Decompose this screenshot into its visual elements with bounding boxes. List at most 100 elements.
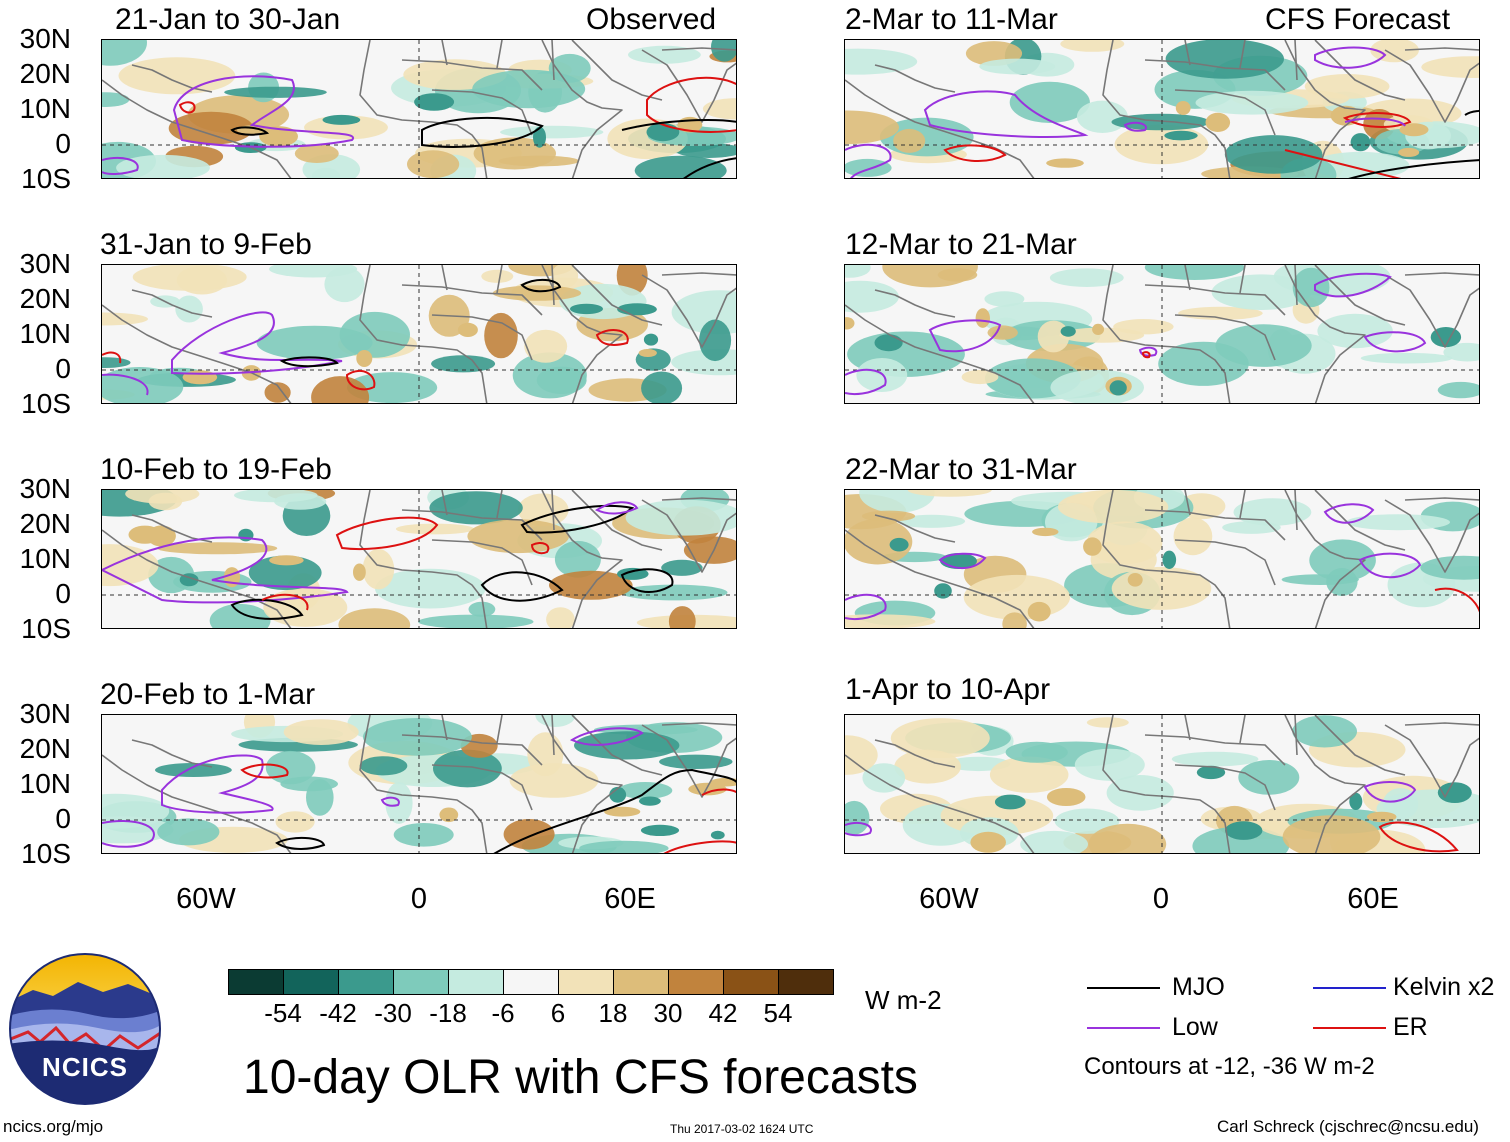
colorbar-swatch — [393, 969, 449, 995]
er-contour — [943, 144, 1007, 162]
low-contour — [845, 593, 887, 620]
olr-anomaly — [1215, 324, 1312, 367]
olr-anomaly — [362, 718, 472, 756]
olr-anomaly — [894, 749, 961, 784]
coastline — [359, 40, 488, 178]
olr-anomaly — [1317, 313, 1393, 349]
coastline — [661, 47, 736, 51]
olr-anomaly — [1046, 788, 1086, 806]
low-contour — [1138, 346, 1158, 357]
olr-anomaly — [234, 490, 318, 503]
low-contour — [845, 368, 887, 395]
colorbar-units: W m-2 — [865, 985, 942, 1015]
logo-text: NCICS — [42, 1052, 128, 1082]
mjo-contour — [621, 119, 736, 131]
olr-anomaly — [102, 816, 174, 844]
olr-anomaly — [524, 329, 568, 363]
x-label-60e-right: 60E — [1347, 883, 1399, 915]
coastline — [1102, 40, 1231, 178]
colorbar-tick: 54 — [763, 998, 793, 1028]
olr-anomaly — [102, 357, 131, 368]
olr-anomaly — [338, 608, 411, 628]
low-contour — [380, 796, 400, 807]
ncics-logo: NCICS — [8, 952, 162, 1106]
olr-anomaly — [1059, 327, 1145, 343]
coastline — [102, 529, 292, 628]
olr-anomaly — [481, 269, 514, 283]
olr-anomaly — [574, 731, 680, 760]
olr-anomaly — [890, 718, 990, 759]
coastline — [845, 754, 1035, 853]
site-url: ncics.org/mjo — [3, 1117, 104, 1136]
olr-anomaly — [845, 48, 918, 75]
colorbar-tick: -54 — [264, 998, 302, 1028]
coastline — [641, 274, 736, 348]
olr-anomaly — [472, 69, 586, 109]
olr-anomaly — [439, 807, 459, 823]
coastline — [1174, 539, 1276, 586]
olr-anomaly — [1049, 268, 1124, 287]
colorbar-tick: 42 — [708, 998, 738, 1028]
olr-anomaly — [265, 750, 316, 785]
olr-anomaly — [934, 583, 952, 599]
olr-anomaly — [554, 540, 601, 578]
olr-anomaly — [1175, 101, 1191, 115]
olr-anomaly — [639, 796, 661, 806]
olr-anomaly — [970, 831, 1006, 853]
coastline — [102, 79, 292, 178]
coastline — [1184, 40, 1298, 81]
olr-anomaly — [861, 510, 916, 522]
y-label-row3-0: 30N — [19, 473, 71, 504]
y-label-row4-4: 10S — [21, 838, 71, 869]
olr-anomaly — [643, 333, 659, 346]
olr-anomaly — [1196, 765, 1226, 780]
olr-anomaly — [845, 800, 870, 835]
y-label-row2-0: 30N — [19, 248, 71, 279]
coastline — [441, 490, 555, 531]
olr-anomaly — [157, 542, 278, 555]
olr-anomaly — [339, 311, 410, 358]
mjo-contour — [275, 837, 326, 850]
olr-anomaly — [1060, 40, 1125, 52]
olr-anomaly — [641, 371, 683, 403]
olr-anomaly — [1054, 808, 1120, 834]
olr-anomaly — [1225, 821, 1263, 840]
legend-er-label: ER — [1393, 1013, 1428, 1041]
coastline — [441, 715, 555, 756]
colorbar-tick: 18 — [598, 998, 628, 1028]
coastline — [359, 715, 488, 853]
panel-title-obs-3: 10-Feb to 19-Feb — [100, 453, 332, 486]
er-contour — [1378, 821, 1459, 853]
olr-anomaly — [322, 114, 361, 125]
olr-anomaly — [259, 126, 298, 147]
olr-anomaly — [1399, 123, 1429, 137]
coastline — [1144, 734, 1286, 766]
colorbar-swatch — [778, 969, 834, 995]
coastline — [1404, 497, 1479, 501]
olr-anomaly — [1366, 811, 1397, 823]
colorbar-swatch — [283, 969, 339, 995]
olr-anomaly — [375, 568, 486, 609]
olr-anomaly — [638, 349, 657, 357]
low-contour — [1344, 117, 1406, 127]
olr-map-fcst-4 — [844, 714, 1480, 854]
coastline — [359, 490, 488, 628]
olr-anomaly — [535, 715, 576, 727]
olr-anomaly — [1173, 517, 1213, 556]
olr-anomaly — [859, 490, 935, 513]
olr-anomaly — [570, 303, 603, 315]
olr-anomaly — [168, 111, 254, 145]
mjo-contour — [230, 126, 270, 136]
coastline — [401, 734, 543, 766]
mjo-contour — [520, 279, 562, 293]
coastline — [541, 715, 623, 853]
legend-lines — [1087, 987, 1386, 1029]
mjo-contour — [480, 571, 564, 602]
olr-anomaly — [1282, 815, 1381, 853]
colorbar-swatch — [503, 969, 559, 995]
olr-anomaly — [1211, 274, 1312, 310]
olr-anomaly — [125, 490, 200, 504]
er-contour — [1434, 587, 1479, 613]
coastline — [431, 764, 533, 811]
olr-anomaly — [845, 518, 913, 565]
